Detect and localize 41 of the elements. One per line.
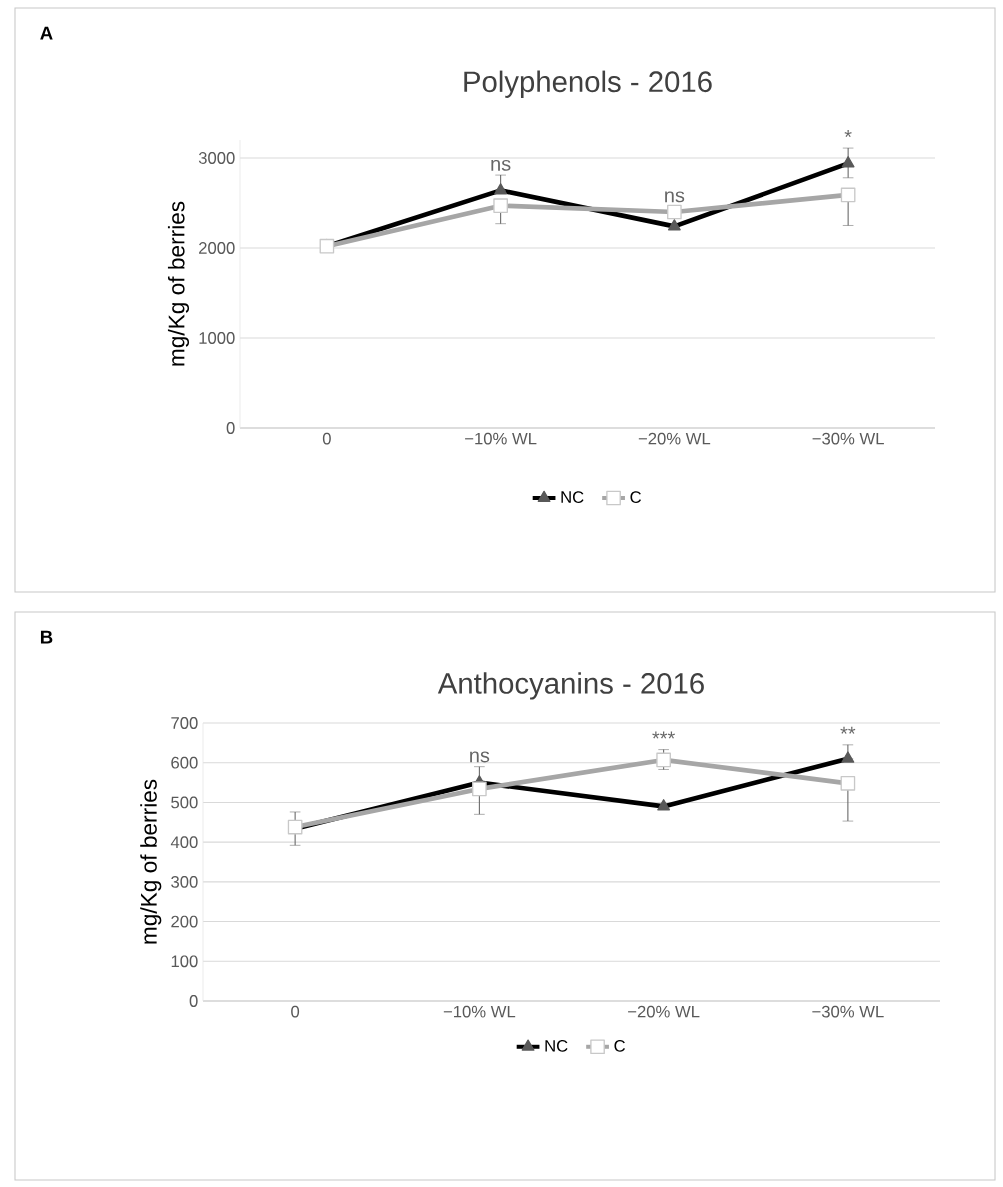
x-tick-label: −30% WL [812, 1005, 884, 1018]
y-tick-label: 300 [171, 875, 198, 888]
point [493, 198, 508, 214]
annotation: ns [491, 159, 511, 171]
y-axis-title: mg/Kg of berries [167, 201, 190, 366]
x-tick-label: 0 [291, 1005, 300, 1018]
legend-label: NC [561, 491, 584, 503]
legend-label: NC [545, 1039, 568, 1052]
x-tick-label: 0 [322, 432, 331, 445]
y-tick-label: 500 [171, 796, 198, 809]
annotation: * [844, 130, 852, 138]
y-tick-label: 700 [171, 717, 198, 729]
y-tick-label: 3000 [198, 152, 235, 164]
annotation: ns [470, 751, 490, 763]
point [472, 781, 487, 797]
text: B [40, 630, 53, 644]
point [840, 187, 856, 203]
point [840, 776, 856, 791]
y-tick-label: 400 [170, 836, 198, 849]
chart-title: Anthocyanins - 2016 [437, 672, 704, 700]
x-tick-label: −20% WL [628, 1005, 700, 1018]
y-tick-label: 0 [189, 995, 198, 1007]
y-tick-label: 200 [171, 915, 198, 928]
point [667, 204, 682, 220]
legend-label: C [630, 491, 642, 503]
y-tick-label: 600 [171, 756, 198, 769]
y-tick-label: 100 [171, 955, 198, 968]
text: A [40, 26, 53, 40]
x-tick-label: −20% WL [638, 432, 711, 445]
y-tick-label: 1000 [199, 332, 235, 344]
y-axis-title: mg/Kg of berries [140, 779, 162, 944]
x-tick-label: −10% WL [443, 1005, 516, 1018]
y-tick-label: 0 [226, 422, 235, 434]
x-tick-label: −10% WL [465, 432, 537, 445]
chart-title: Polyphenols - 2016 [464, 70, 712, 98]
x-tick-label: −30% WL [812, 432, 884, 445]
y-tick-label: 2000 [199, 242, 235, 254]
annotation: ns [665, 191, 685, 203]
annotation: ** [840, 726, 856, 734]
legend-label: C [614, 1039, 626, 1052]
annotation: *** [652, 731, 675, 739]
